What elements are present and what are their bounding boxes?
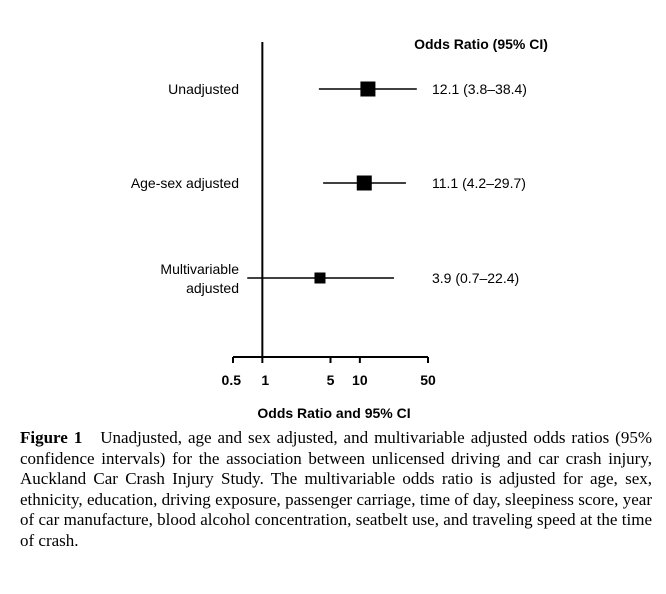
estimates: Unadjusted 12.1 (3.8–38.4) Age-sex adjuste…: [131, 81, 527, 296]
x-axis-label: Odds Ratio and 95% CI: [257, 405, 410, 421]
estimate-row: Multivariable adjusted 3.9 (0.7–22.4): [160, 261, 519, 296]
point-estimate: [314, 272, 326, 284]
estimate-value: 3.9 (0.7–22.4): [432, 270, 519, 286]
x-tick-label: 0.5: [222, 372, 242, 388]
caption-text: Unadjusted, age and sex adjusted, and mu…: [20, 428, 653, 550]
row-label: Multivariable adjusted: [160, 261, 239, 296]
column-header: Odds Ratio (95% CI): [414, 36, 548, 52]
x-tick-label: 5: [327, 372, 335, 388]
estimate-value: 11.1 (4.2–29.7): [432, 175, 526, 191]
x-tick-label: 1: [261, 372, 269, 388]
point-estimate: [360, 81, 376, 97]
x-tick-label: 10: [352, 372, 368, 388]
x-ticks: 0.5 1 5 10 50: [222, 357, 436, 388]
estimate-row: Age-sex adjusted 11.1 (4.2–29.7): [131, 175, 526, 191]
estimate-row: Unadjusted 12.1 (3.8–38.4): [168, 81, 527, 97]
forest-plot: Odds Ratio (95% CI) 0.5 1 5 10 50 Unadjusted…: [131, 36, 548, 421]
estimate-value: 12.1 (3.8–38.4): [432, 81, 527, 97]
row-label: Age-sex adjusted: [131, 175, 239, 191]
point-estimate: [356, 175, 372, 191]
figure-caption: Figure 1 Unadjusted, age and sex adjuste…: [20, 428, 652, 551]
caption-lead: Figure 1: [20, 428, 83, 447]
x-tick-label: 50: [420, 372, 436, 388]
row-label: Unadjusted: [168, 81, 239, 97]
